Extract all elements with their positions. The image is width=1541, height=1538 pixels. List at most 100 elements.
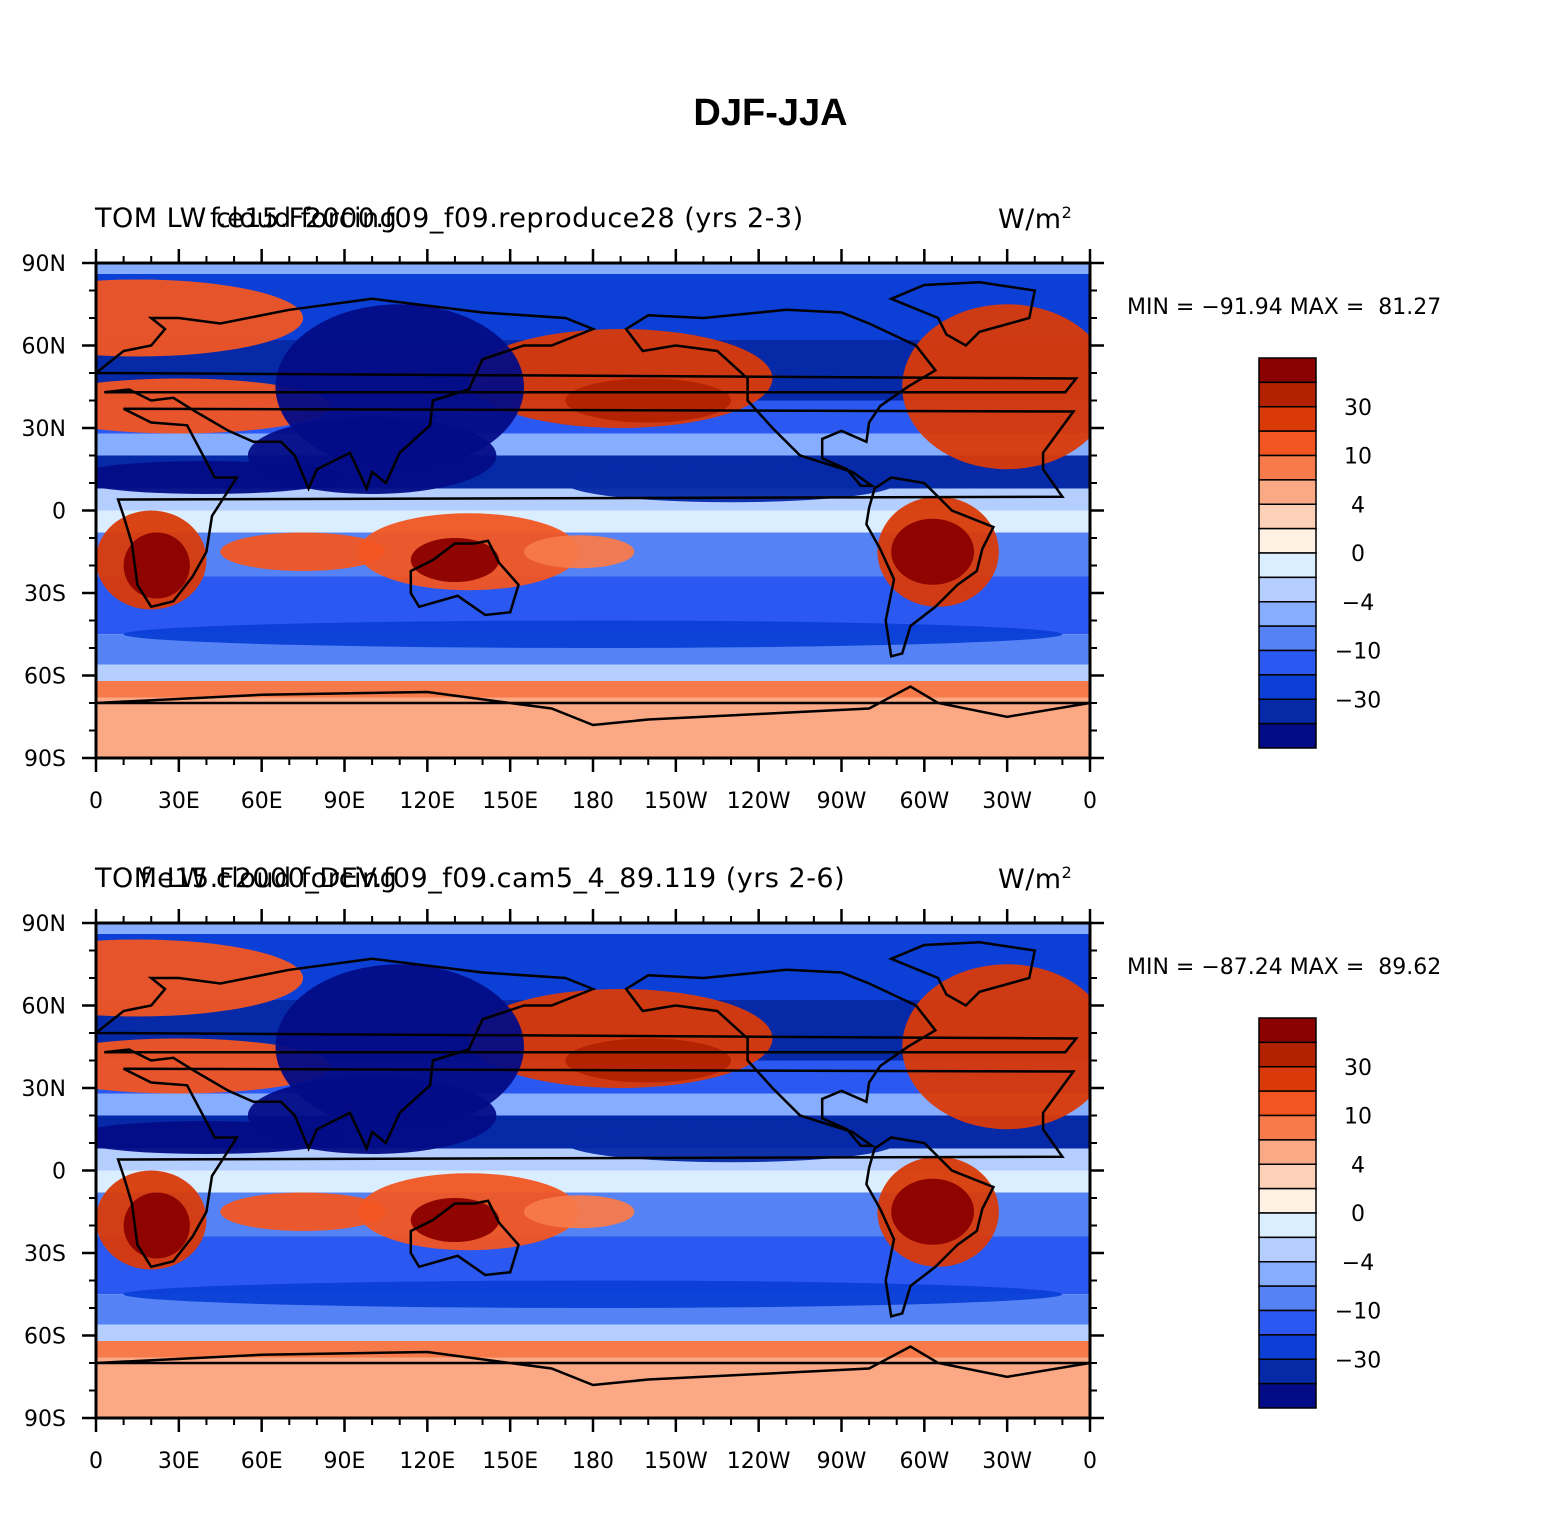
map-panel-bottom: TOM LW cloud forcing f.e15.F2000_DEV.f09… — [0, 855, 1541, 1505]
x-tick-label: 0 — [1083, 789, 1097, 814]
colorbar-box — [1258, 1066, 1317, 1092]
x-tick-label: 90E — [324, 1449, 366, 1474]
x-tick-label: 180 — [572, 789, 614, 814]
field-blob — [891, 1178, 975, 1245]
colorbar-box — [1258, 552, 1317, 579]
colorbar-label: −10 — [1335, 1300, 1381, 1325]
y-tick-label: 90S — [24, 1407, 66, 1432]
colorbar-box — [1258, 357, 1317, 384]
colorbar-box — [1258, 406, 1317, 432]
colorbar-box — [1258, 1163, 1317, 1190]
coastline-africa — [116, 1067, 1076, 1269]
x-tick-label: 60E — [241, 789, 283, 814]
colorbar-box — [1258, 1114, 1317, 1141]
coastlines — [96, 941, 1090, 1387]
coastline-australia — [409, 539, 520, 617]
figure-title: DJF-JJA — [693, 92, 848, 134]
field-band — [96, 1357, 1090, 1418]
x-tick-label: 0 — [89, 789, 103, 814]
x-tick-label: 60W — [899, 789, 949, 814]
x-tick-label: 120E — [399, 1449, 455, 1474]
field-band — [96, 697, 1090, 758]
panel-units-label: W/m2 — [998, 863, 1073, 895]
panel-units-label: W/m2 — [998, 203, 1073, 235]
min-max-stats: MIN = −87.24 MAX = 89.62 — [1127, 955, 1442, 980]
map-plot-area: 90N 60N 30N 0 30S 60S 90S 0 30E 60E 90E 120E 150E 180… — [22, 249, 1104, 814]
field-blob — [123, 1192, 190, 1259]
field-blob — [220, 532, 386, 571]
field-blob — [96, 939, 304, 1017]
coastline-eurasia — [96, 957, 1079, 1152]
field-blob — [123, 532, 190, 599]
colorbar-box — [1258, 1285, 1317, 1312]
x-tick-label: 180 — [572, 1449, 614, 1474]
field-blob — [410, 538, 500, 582]
colorbar: 30 10 4 0 −4 −10 −30 — [1258, 357, 1381, 749]
field-band — [96, 923, 1090, 934]
colorbar-box — [1258, 601, 1317, 627]
colorbar-label: 4 — [1351, 1153, 1365, 1178]
colorbar-box — [1258, 1236, 1317, 1263]
coastline-antarctica — [96, 1345, 1090, 1387]
y-tick-label: 30S — [24, 1242, 66, 1267]
coastline-eurasia — [96, 297, 1079, 492]
y-tick-label: 90S — [24, 747, 66, 772]
x-tick-label: 120W — [727, 1449, 791, 1474]
colorbar-box — [1258, 479, 1317, 505]
colorbar-box — [1258, 649, 1317, 676]
field-blob — [565, 378, 732, 423]
colorbar-label: −30 — [1335, 1348, 1381, 1373]
y-tick-label: 30N — [22, 417, 66, 442]
x-tick-label: 30E — [158, 1449, 200, 1474]
field-blob — [565, 463, 897, 503]
field-band — [96, 510, 1090, 533]
colorbar-label: −30 — [1335, 688, 1381, 713]
field-band — [96, 664, 1090, 681]
field-blob — [523, 535, 635, 569]
colorbar-box — [1258, 698, 1317, 725]
coastline-greenland — [887, 941, 1037, 1008]
y-tick-label: 30S — [24, 582, 66, 607]
colorbar-box — [1258, 1041, 1317, 1068]
x-tick-label: 60W — [899, 1449, 949, 1474]
field-band — [96, 1324, 1090, 1341]
field-blob — [123, 1280, 1063, 1308]
panel-left-label: TOM LW cloud forcing — [95, 203, 398, 234]
colorbar-box — [1258, 1309, 1317, 1336]
x-tick-label: 120E — [399, 789, 455, 814]
colorbar-label: −4 — [1342, 591, 1374, 616]
coastlines — [96, 281, 1090, 727]
panel-left-label: TOM LW cloud forcing — [95, 863, 398, 894]
coastline-greenland — [887, 281, 1037, 348]
colorbar-label: 0 — [1351, 542, 1365, 567]
map-plot-area: 90N 60N 30N 0 30S 60S 90S 0 30E 60E 90E 120E 150E 180… — [22, 909, 1104, 1474]
colorbar-box — [1258, 503, 1317, 530]
x-tick-label: 60E — [241, 1449, 283, 1474]
y-tick-label: 30N — [22, 1077, 66, 1102]
colorbar-box — [1258, 1139, 1317, 1165]
x-tick-label: 90W — [817, 1449, 867, 1474]
colorbar-box — [1258, 1334, 1317, 1360]
coastline-samerica — [865, 476, 996, 658]
colorbar-label: 0 — [1351, 1202, 1365, 1227]
field-blob — [96, 279, 304, 357]
colorbar-box — [1258, 454, 1317, 481]
x-tick-label: 90E — [324, 789, 366, 814]
map-svg: 90N 60N 30N 0 30S 60S 90S 0 30E 60E 90E 120E 150E 180… — [22, 249, 1381, 814]
field-blob — [565, 1038, 732, 1083]
colorbar-box — [1258, 674, 1317, 700]
y-tick-label: 60N — [22, 995, 66, 1020]
map-panel-top: TOM LW cloud forcing f.e15.F2000.f09_f09… — [0, 195, 1541, 845]
y-tick-label: 60S — [24, 665, 66, 690]
cloud-forcing-field — [96, 263, 1090, 758]
min-max-stats: MIN = −91.94 MAX = 81.27 — [1127, 295, 1442, 320]
y-tick-label: 0 — [52, 500, 66, 525]
colorbar-box — [1258, 1017, 1317, 1044]
field-band — [96, 263, 1090, 274]
field-blob — [902, 304, 1090, 470]
x-tick-label: 30W — [982, 789, 1032, 814]
x-tick-label: 30E — [158, 789, 200, 814]
coastline-namerica — [624, 968, 938, 1148]
coastline-samerica — [865, 1136, 996, 1318]
field-band — [96, 1170, 1090, 1193]
